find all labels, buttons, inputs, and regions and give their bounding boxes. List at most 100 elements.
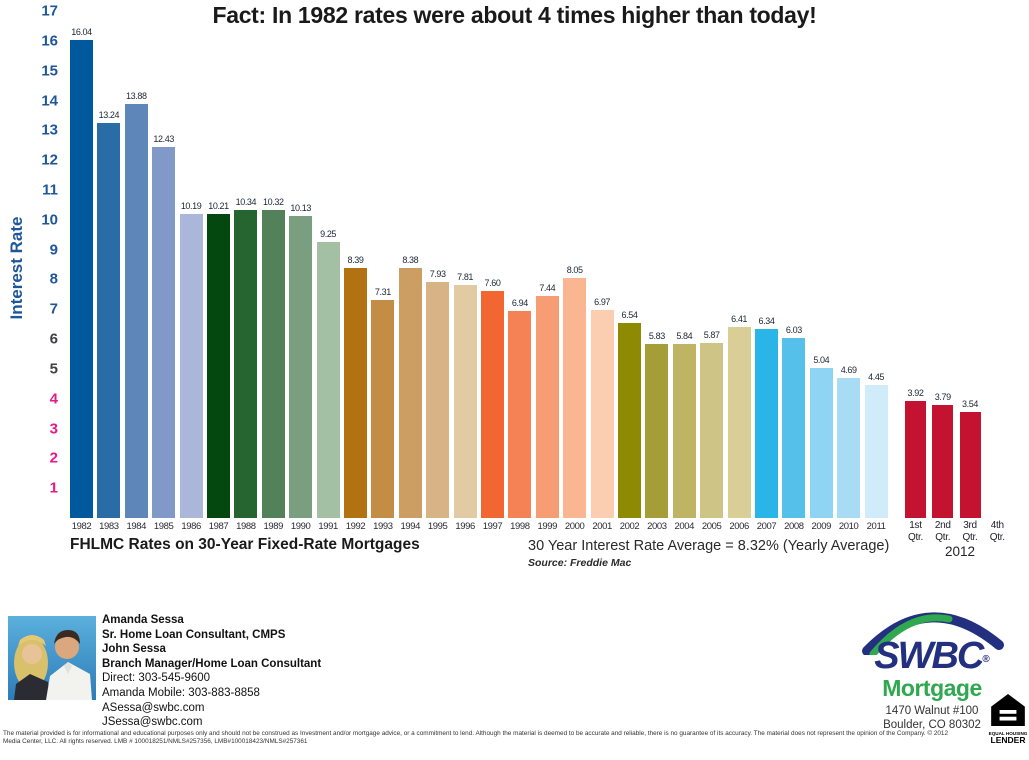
x-label-2005: 2005: [701, 521, 722, 532]
bar-1988: [234, 209, 258, 518]
x-label-2004: 2004: [674, 521, 695, 532]
registered-mark: ®: [982, 654, 990, 665]
x-label-1984: 1984: [126, 521, 147, 532]
equal-housing-lender-logo: EQUAL HOUSING LENDER: [988, 694, 1028, 744]
y-tick-12: 12: [41, 151, 58, 169]
swbc-logo: SWBC® Mortgage 1470 Walnut #100 Boulder,…: [852, 597, 1012, 732]
bar-1984: [124, 104, 148, 518]
x-label-2003: 2003: [647, 521, 667, 532]
x-label-1989: 1989: [263, 521, 284, 532]
x-label-1999: 1999: [537, 521, 558, 532]
x-label-2008: 2008: [784, 521, 804, 532]
bar-value-2007: 6.34: [758, 315, 775, 326]
contact-line-5: Direct: 303-545-9600: [102, 672, 211, 685]
x-label-2012-q3: 3rd Qtr.: [962, 520, 978, 543]
x-label-1990: 1990: [290, 521, 311, 532]
y-tick-9: 9: [49, 241, 58, 259]
bar-2011: [864, 385, 888, 518]
bar-value-2011: 4.45: [868, 372, 885, 383]
x-label-1993: 1993: [373, 521, 393, 532]
x-label-1992: 1992: [345, 521, 366, 532]
y-tick-16: 16: [41, 32, 58, 50]
bar-value-1995: 7.93: [429, 268, 446, 279]
bar-value-1999: 7.44: [539, 283, 556, 294]
bar-1999: [535, 296, 559, 518]
y-tick-5: 5: [49, 360, 58, 378]
y-tick-6: 6: [49, 330, 58, 348]
x-label-2011: 2011: [866, 521, 886, 532]
bar-value-1988: 10.34: [235, 196, 257, 207]
bar-1982: [70, 39, 93, 518]
y-tick-17: 17: [41, 2, 58, 20]
legal-disclaimer: The material provided is for information…: [3, 730, 949, 746]
bar-2004: [672, 343, 696, 518]
bar-1985: [152, 147, 176, 518]
bar-value-1991: 9.25: [320, 229, 337, 240]
woman-body: [14, 674, 50, 700]
swbc-wordmark: SWBC®: [874, 635, 990, 677]
contact-block: Amanda Sessa Sr. Home Loan Consultant, CM…: [102, 613, 321, 730]
bar-2002: [618, 322, 641, 518]
bar-value-1998: 6.94: [511, 298, 528, 309]
y-tick-3: 3: [49, 420, 58, 438]
bar-2008: [782, 338, 806, 518]
contact-email[interactable]: ASessa@swbc.com: [102, 701, 205, 714]
contact-line-3: John Sessa: [102, 643, 166, 656]
bar-2012-q3: [959, 412, 981, 518]
bar-value-2012-q1: 3.92: [907, 388, 924, 399]
address-line-2: Boulder, CO 80302: [883, 719, 981, 731]
bar-1990: [289, 215, 313, 518]
bar-value-2006: 6.41: [731, 313, 748, 324]
bar-value-1996: 7.81: [457, 272, 474, 283]
bar-2001: [590, 310, 614, 518]
bar-value-2012-q3: 3.54: [962, 399, 978, 410]
x-label-1982: 1982: [71, 521, 92, 532]
group-label-2012: 2012: [944, 544, 976, 559]
bar-value-1989: 10.32: [263, 197, 284, 208]
x-label-1987: 1987: [208, 521, 229, 532]
bar-1997: [481, 291, 504, 518]
contact-email[interactable]: JSessa@swbc.com: [102, 716, 203, 729]
x-label-1998: 1998: [510, 521, 530, 532]
average-note: 30 Year Interest Rate Average = 8.32% (Y…: [528, 538, 890, 554]
bar-value-2001: 6.97: [594, 297, 611, 308]
y-tick-10: 10: [41, 211, 58, 229]
bar-value-1987: 10.21: [208, 200, 229, 211]
bar-value-1997: 7.60: [484, 278, 501, 289]
bar-1996: [453, 285, 477, 518]
contact-line-2: Sr. Home Loan Consultant, CMPS: [102, 628, 286, 641]
x-label-2009: 2009: [811, 521, 832, 532]
x-label-1991: 1991: [318, 521, 338, 532]
bar-1993: [371, 300, 395, 518]
y-tick-14: 14: [41, 92, 58, 110]
bar-value-2002: 6.54: [621, 309, 638, 320]
y-tick-4: 4: [49, 390, 58, 408]
bar-value-1986: 10.19: [180, 201, 202, 212]
bar-value-1984: 13.88: [126, 91, 147, 102]
x-label-2012-q4: 4th Qtr.: [989, 520, 1005, 543]
bar-value-2010: 4.69: [840, 365, 857, 376]
contact-line-4: Branch Manager/Home Loan Consultant: [102, 657, 322, 670]
y-tick-1: 1: [49, 479, 58, 497]
x-label-1985: 1985: [153, 521, 174, 532]
bar-2000: [563, 277, 587, 518]
bar-1991: [316, 242, 340, 518]
bar-1995: [426, 281, 450, 518]
source-note: Source: Freddie Mac: [528, 557, 632, 569]
bar-value-2012-q2: 3.79: [934, 391, 951, 402]
house-icon: [991, 694, 1025, 726]
x-label-1996: 1996: [455, 521, 475, 532]
bar-1994: [398, 268, 422, 518]
chart-caption: FHLMC Rates on 30-Year Fixed-Rate Mortga…: [70, 536, 420, 553]
bar-2012-q2: [932, 404, 954, 518]
y-tick-15: 15: [41, 62, 58, 80]
x-label-2012-q2: 2nd Qtr.: [934, 520, 951, 543]
bar-1983: [97, 123, 121, 518]
woman-face: [22, 644, 42, 664]
man-face: [55, 635, 79, 659]
y-tick-13: 13: [41, 121, 58, 139]
bar-value-1993: 7.31: [374, 287, 391, 298]
x-label-1988: 1988: [236, 521, 256, 532]
bar-value-2005: 5.87: [703, 329, 720, 340]
